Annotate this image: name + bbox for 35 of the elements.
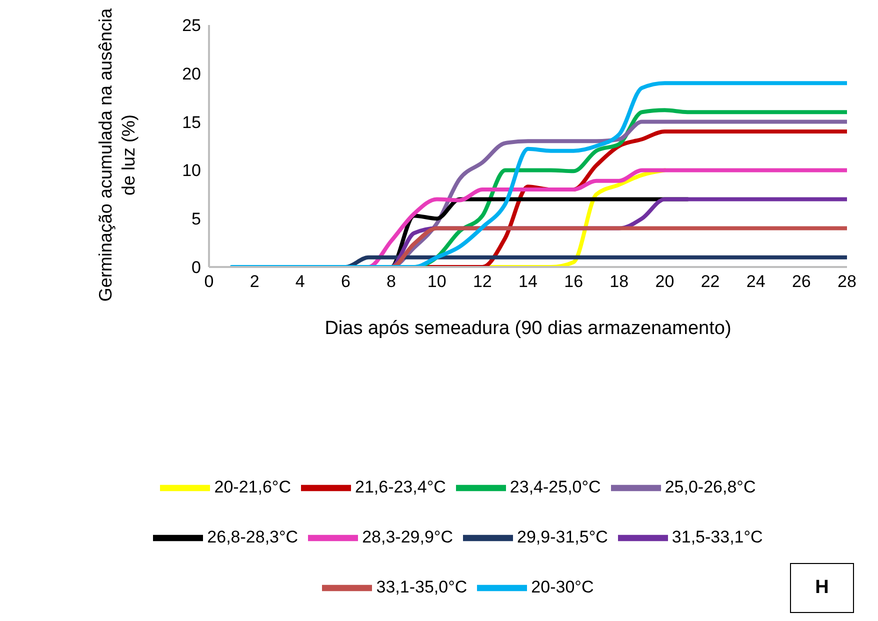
y-tick-label: 5: [192, 210, 201, 229]
x-tick-label: 8: [386, 272, 396, 292]
y-tick-label: 10: [182, 161, 201, 180]
x-tick-label: 28: [838, 272, 856, 292]
y-axis-title: Germinação acumulada na ausência de luz (%): [96, 7, 138, 302]
x-tick-label: 6: [340, 272, 350, 292]
text: H: [790, 563, 854, 613]
x-tick-label: 20: [655, 272, 674, 292]
y-tick-label: 0: [192, 258, 201, 278]
x-tick-label: 18: [610, 272, 629, 292]
x-tick-label: 22: [700, 272, 720, 292]
x-tick-label: 4: [295, 272, 305, 292]
legend-label: 26,8-28,3°C: [207, 527, 298, 546]
legend-label: 31,5-33,1°C: [672, 527, 763, 546]
x-tick-label: 12: [472, 272, 492, 292]
x-tick-label: 24: [746, 272, 766, 292]
x-tick-label: 10: [427, 272, 446, 292]
y-tick-label: 20: [182, 64, 201, 84]
x-tick-label: 26: [792, 272, 811, 292]
legend-label: 20-30°C: [531, 577, 594, 596]
x-axis-title: Dias após semeadura (90 dias armazenamento): [324, 318, 732, 339]
legend-label: 23,4-25,0°C: [510, 477, 601, 496]
line-series: [230, 81, 847, 267]
legend-label: 21,6-23,4°C: [354, 477, 446, 496]
x-tick-label: 16: [564, 272, 584, 292]
x-tick-label: 0: [204, 272, 214, 292]
y-tick-label: 25: [182, 16, 201, 36]
legend-label: 25,0-26,8°C: [664, 477, 756, 496]
legend-label: 20-21,6°C: [214, 477, 291, 496]
y-tick-label: 15: [182, 112, 201, 132]
legend-label: 28,3-29,9°C: [362, 527, 453, 546]
x-tick-label: 14: [518, 272, 538, 292]
x-tick-label: 2: [250, 272, 260, 292]
legend-label: 33,1-35,0°C: [376, 577, 468, 596]
legend-label: 29,9-31,5°C: [517, 527, 608, 546]
